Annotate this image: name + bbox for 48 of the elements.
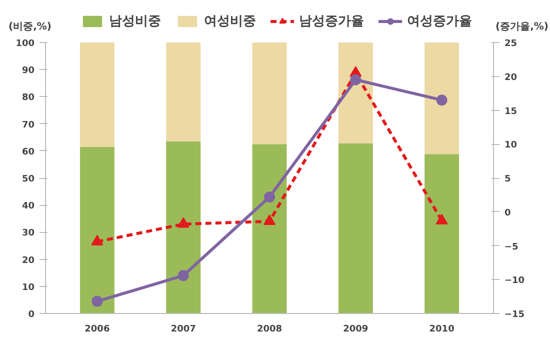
point <box>264 191 275 202</box>
y-axis-title: (비중,%) <box>8 22 52 32</box>
x-tick-label: 2006 <box>84 324 110 334</box>
y-tick-label: 80 <box>22 93 35 104</box>
legend-label: 여성증가율 <box>407 13 472 30</box>
y2-tick-label: −10 <box>504 276 525 286</box>
y2-tick-label: 20 <box>504 72 518 83</box>
bar <box>252 42 287 144</box>
y-tick-label: 0 <box>28 310 35 320</box>
y2-tick-label: 25 <box>504 39 518 49</box>
x-tick-label: 2009 <box>343 324 368 334</box>
y2-tick-label: −5 <box>504 242 518 252</box>
x-tick-label: 2010 <box>429 324 454 334</box>
y2-tick-label: 5 <box>504 174 511 184</box>
point <box>436 94 448 106</box>
y-tick-label: 20 <box>22 256 35 266</box>
point <box>177 217 190 228</box>
bar <box>338 42 373 144</box>
y-tick-label: 100 <box>16 39 35 49</box>
bar <box>338 143 373 314</box>
y-tick-label: 70 <box>22 120 35 130</box>
y-tick-label: 10 <box>22 282 35 293</box>
point <box>436 214 448 224</box>
x-tick-label: 2007 <box>170 324 196 334</box>
y-tick-label: 30 <box>22 228 35 239</box>
point <box>264 214 276 226</box>
point <box>350 74 362 86</box>
y2-tick-label: 10 <box>504 140 518 151</box>
legend-label: 남성비중 <box>109 13 161 30</box>
bar <box>166 42 201 142</box>
y-tick-label: 50 <box>22 174 35 184</box>
bar <box>166 141 201 314</box>
y2-axis-title: (증가율,%) <box>496 22 549 32</box>
bar <box>252 144 287 314</box>
y2-tick-label: −15 <box>504 310 525 320</box>
y2-tick-label: 0 <box>504 208 511 218</box>
bar <box>424 154 460 314</box>
legend-label: 남성증가율 <box>299 13 364 30</box>
bar <box>424 42 460 154</box>
y-tick-label: 60 <box>22 147 35 158</box>
y-tick-label: 40 <box>22 202 35 212</box>
bar <box>80 42 114 147</box>
y-tick-label: 90 <box>22 66 35 76</box>
legend-label: 여성비중 <box>204 13 256 30</box>
x-tick-label: 2008 <box>256 324 282 334</box>
y2-tick-label: 15 <box>504 106 518 117</box>
point <box>91 234 104 246</box>
bar <box>80 146 114 314</box>
